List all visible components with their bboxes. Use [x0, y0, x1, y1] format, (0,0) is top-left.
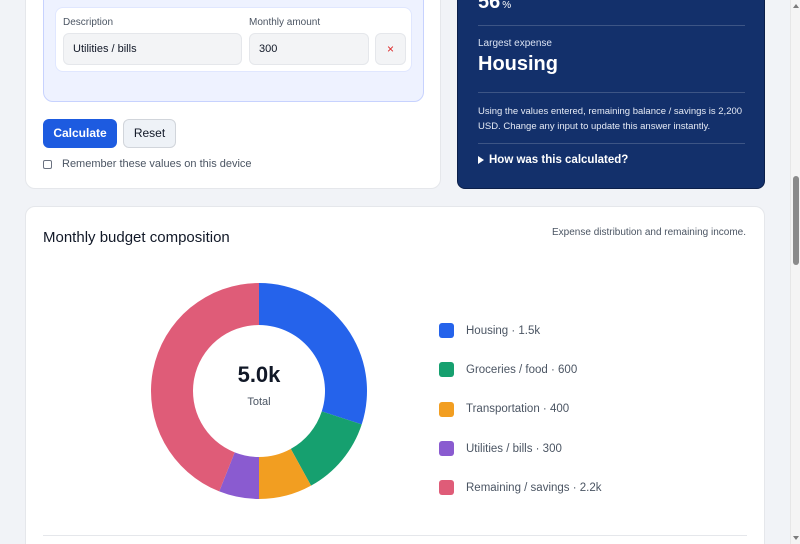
donut-chart [151, 283, 367, 499]
how-calculated-label: How was this calculated? [489, 154, 629, 166]
legend-label: Groceries / food · 600 [466, 363, 578, 376]
scroll-up-icon[interactable] [793, 4, 799, 8]
expense-rows-panel: Description Monthly amount Utilities / b… [43, 0, 424, 102]
percent-value: 56 [478, 0, 501, 13]
divider [478, 25, 745, 26]
largest-expense-label: Largest expense [478, 38, 552, 49]
result-summary: Using the values entered, remaining bala… [478, 106, 743, 132]
divider [478, 143, 745, 144]
remove-row-button[interactable]: × [375, 33, 406, 65]
remember-values-option[interactable]: Remember these values on this device [43, 158, 252, 170]
legend-item[interactable]: Utilities / bills · 300 [439, 429, 602, 468]
caret-right-icon [478, 156, 484, 164]
budget-chart-card: Monthly budget composition Expense distr… [25, 206, 765, 544]
chart-title: Monthly budget composition [43, 229, 230, 246]
donut-slice-groceries-food[interactable] [290, 411, 362, 486]
result-card: 56% Largest expense Housing Using the va… [457, 0, 765, 189]
largest-expense-value: Housing [478, 53, 558, 75]
reset-button[interactable]: Reset [123, 119, 176, 148]
legend-swatch [439, 362, 454, 378]
donut-slice-transportation[interactable] [259, 448, 312, 499]
budget-input-card: Description Monthly amount Utilities / b… [25, 0, 441, 189]
chart-legend: Housing · 1.5k Groceries / food · 600 Tran… [439, 311, 602, 507]
percent-unit: % [502, 0, 512, 11]
legend-swatch [439, 401, 454, 417]
legend-label: Transportation · 400 [466, 403, 570, 416]
legend-label: Remaining / savings · 2.2k [466, 481, 602, 494]
donut-slice-utilities-bills[interactable] [219, 452, 259, 499]
remember-label: Remember these values on this device [62, 158, 252, 170]
donut-total-value: 5.0k [237, 362, 281, 387]
calculate-button[interactable]: Calculate [43, 119, 117, 148]
description-label: Description [63, 17, 114, 28]
divider [478, 92, 745, 93]
amount-input[interactable]: 300 [249, 33, 369, 65]
legend-label: Housing · 1.5k [466, 324, 541, 337]
donut-slice-housing[interactable] [259, 283, 367, 425]
scrollbar-thumb[interactable] [793, 176, 799, 265]
divider [43, 535, 747, 536]
expense-row-utilities: Description Monthly amount Utilities / b… [55, 7, 412, 72]
close-icon: × [386, 42, 394, 56]
remember-checkbox[interactable] [43, 159, 52, 169]
page-scrollbar[interactable] [790, 0, 800, 544]
percent-result: 56% [478, 0, 511, 14]
legend-swatch [439, 441, 454, 457]
how-calculated-toggle[interactable]: How was this calculated? [478, 154, 628, 166]
legend-item[interactable]: Remaining / savings · 2.2k [439, 468, 602, 507]
monthly-amount-label: Monthly amount [249, 17, 321, 28]
donut-slice-remaining-savings[interactable] [151, 283, 259, 492]
donut-total-label: Total [247, 396, 271, 408]
scroll-down-icon[interactable] [793, 536, 799, 540]
legend-item[interactable]: Groceries / food · 600 [439, 350, 602, 389]
legend-item[interactable]: Transportation · 400 [439, 390, 602, 429]
legend-item[interactable]: Housing · 1.5k [439, 311, 602, 350]
legend-swatch [439, 480, 454, 496]
chart-subtitle: Expense distribution and remaining incom… [552, 227, 746, 238]
description-input[interactable]: Utilities / bills [63, 33, 242, 65]
legend-swatch [439, 323, 454, 339]
legend-label: Utilities / bills · 300 [466, 442, 562, 455]
